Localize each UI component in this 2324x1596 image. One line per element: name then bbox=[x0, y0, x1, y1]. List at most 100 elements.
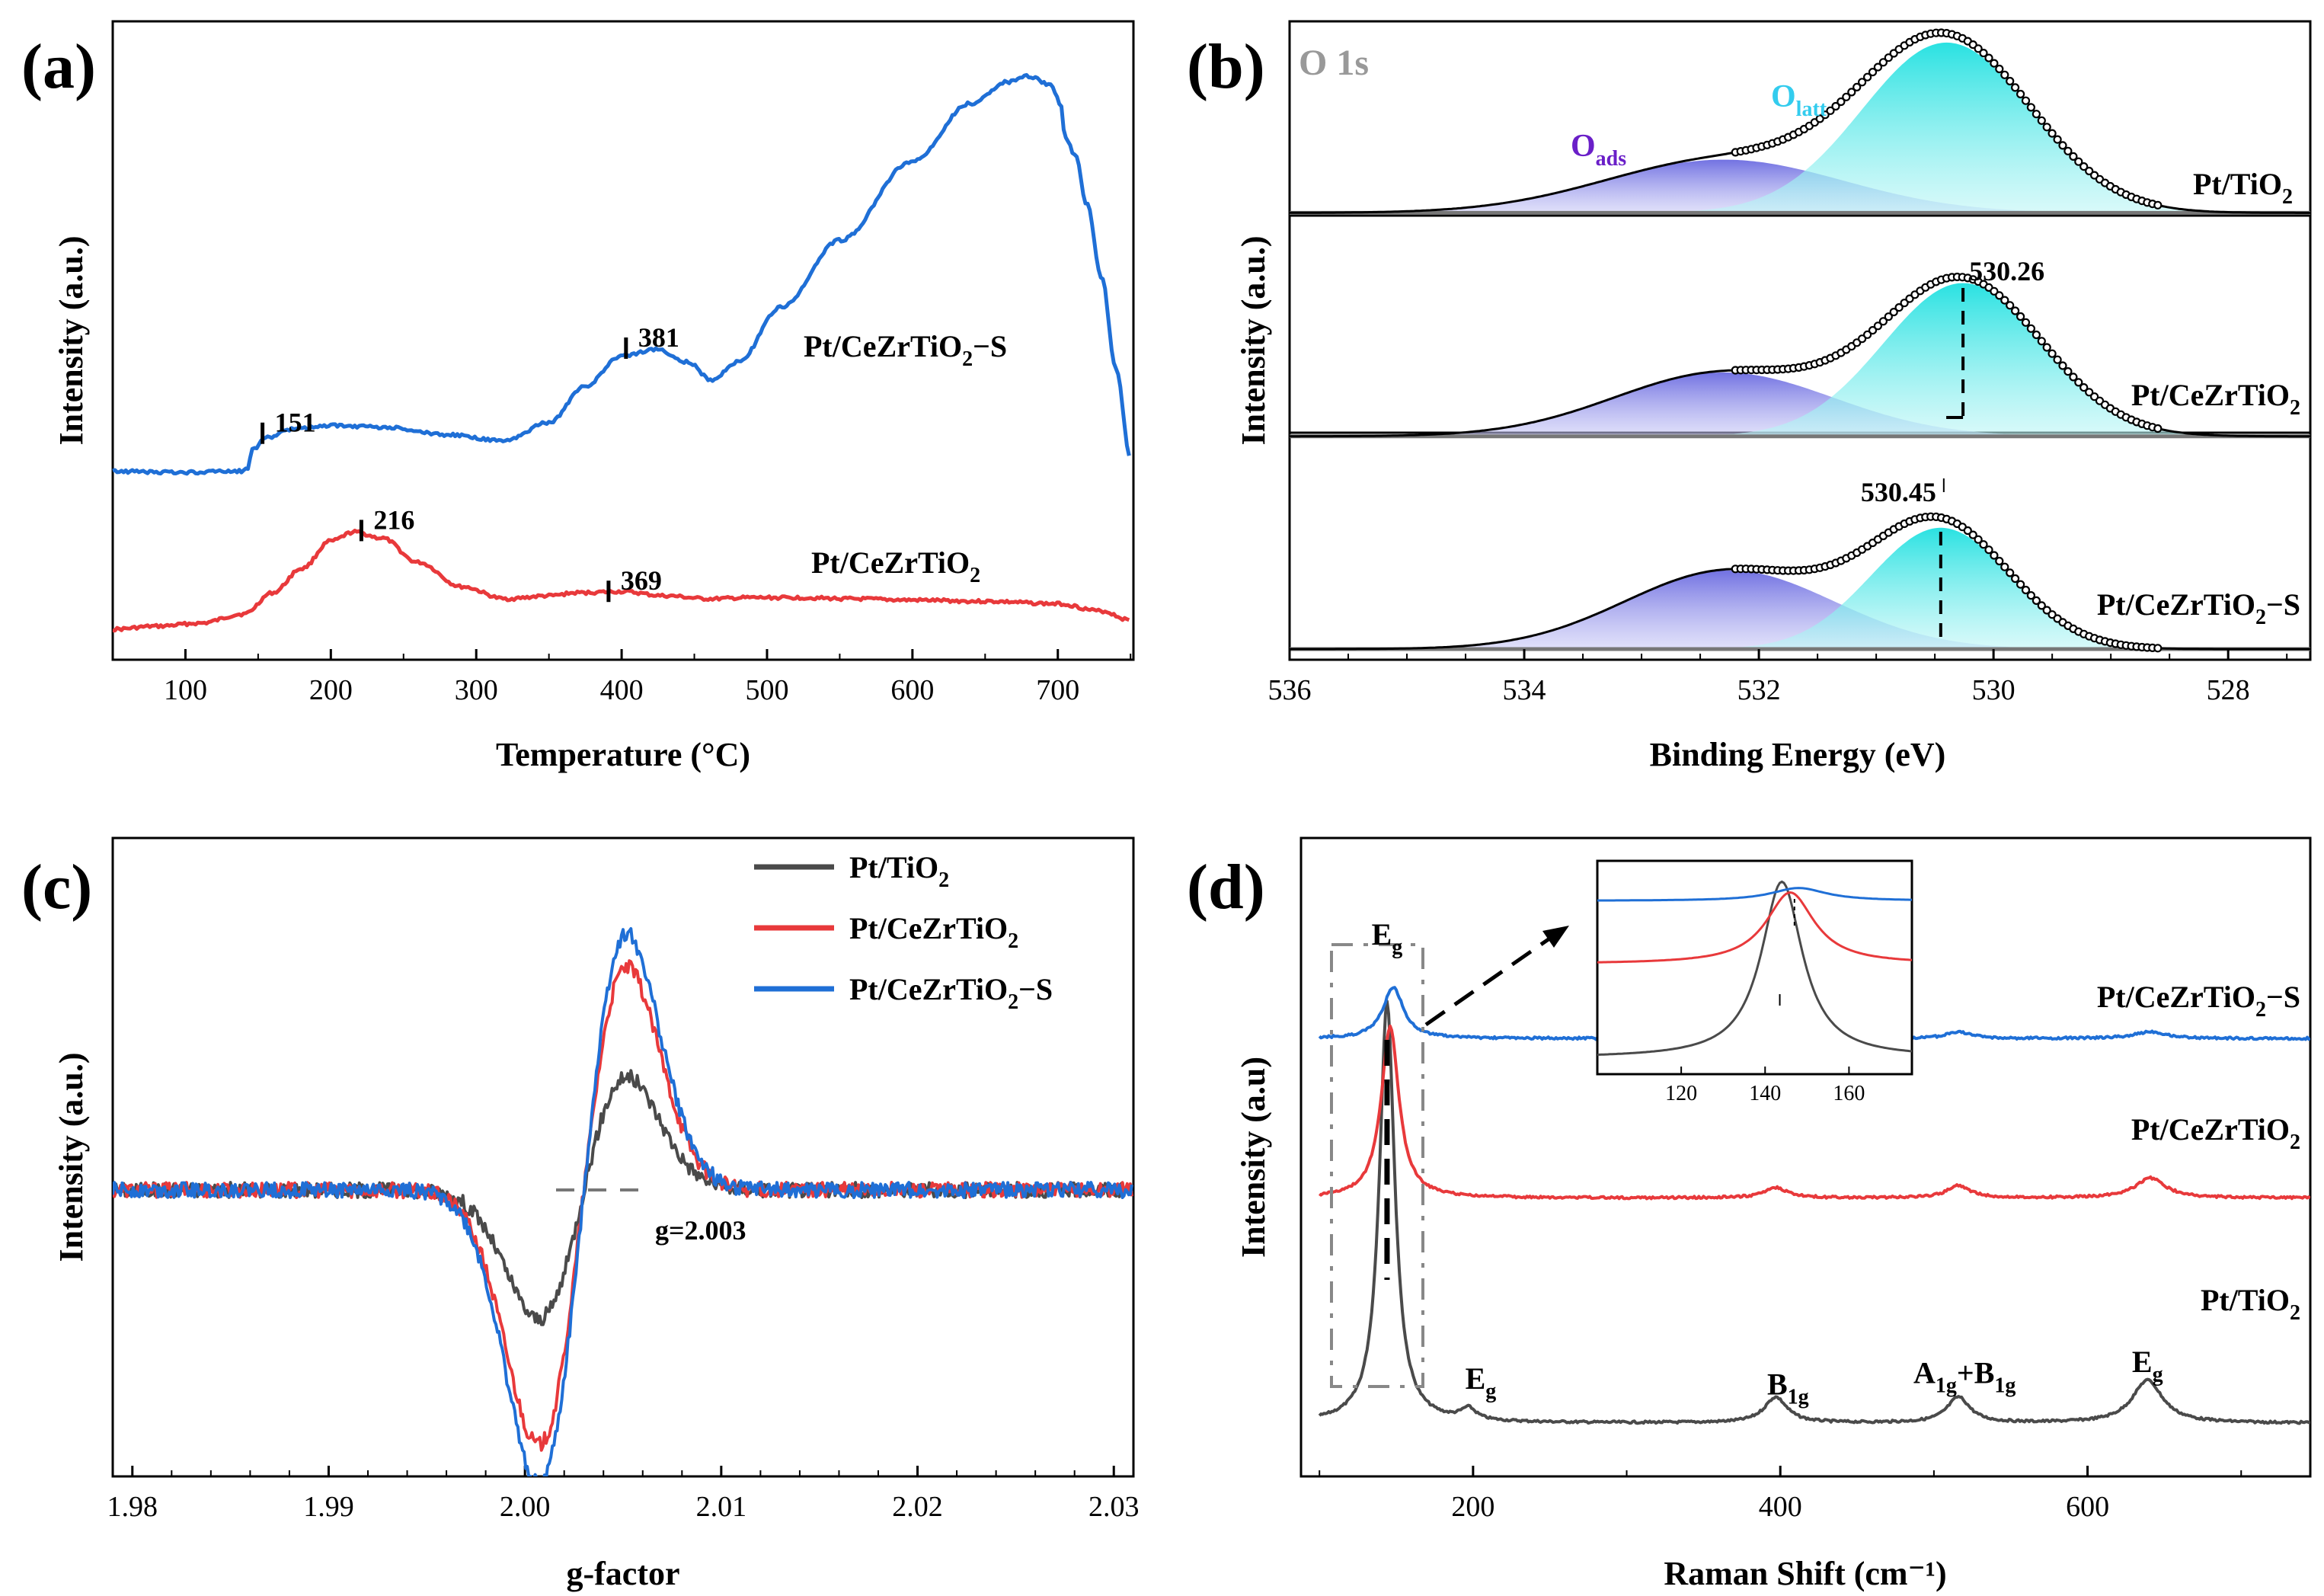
b-data-point bbox=[2047, 129, 2057, 138]
b-data-point bbox=[2011, 306, 2020, 315]
panel-a-series bbox=[112, 72, 1131, 633]
b-data-point bbox=[1884, 53, 1893, 62]
b-olatt-fill-1 bbox=[1290, 283, 2310, 437]
b-data-point bbox=[1979, 540, 1988, 549]
d-peak-label-0: Eg bbox=[1372, 917, 1403, 959]
b-data-point bbox=[1842, 92, 1851, 101]
b-data-point bbox=[2037, 601, 2046, 610]
b-series-label-pt-cezrtio2: Pt/CeZrTiO2 bbox=[2131, 378, 2300, 420]
panel-a-ylabel: Intensity (a.u.) bbox=[53, 235, 90, 445]
b-data-point bbox=[2058, 141, 2067, 150]
b-data-point bbox=[1974, 535, 1983, 544]
olatt-label: Olatt bbox=[1771, 79, 1827, 121]
b-x-tick-label-528: 528 bbox=[2207, 674, 2250, 706]
series-label-sub: 2 bbox=[970, 564, 980, 587]
panel-a-annotations: 151 381 216 369 bbox=[261, 322, 679, 603]
b-data-point bbox=[2153, 644, 2163, 653]
peak-main: E bbox=[1466, 1361, 1486, 1396]
label-sub: 2 bbox=[2290, 1131, 2300, 1154]
c-legend-sub: 2 bbox=[1008, 990, 1018, 1014]
d-series-line-1 bbox=[1319, 1024, 2310, 1201]
inset-series-line-1 bbox=[1597, 891, 1913, 964]
c-series-line-1 bbox=[113, 959, 1133, 1452]
b-data-point bbox=[1990, 59, 1999, 68]
panel-b: (b) 536 534 532 530 528 O 1s Oads Olatt bbox=[1187, 20, 2312, 773]
inset-series-line-0 bbox=[1597, 880, 1913, 1056]
b-data-point bbox=[2000, 562, 2009, 571]
label-main: Pt/TiO bbox=[2193, 167, 2282, 201]
d-x-tick-label-600: 600 bbox=[2066, 1491, 2109, 1523]
panel-b-title: O 1s bbox=[1299, 43, 1369, 83]
b-data-point bbox=[2042, 606, 2051, 615]
b-data-point bbox=[2042, 343, 2051, 352]
c-legend-label-2: Pt/CeZrTiO2−S bbox=[849, 972, 1053, 1014]
c-series-line-0 bbox=[113, 1069, 1133, 1326]
b-data-point bbox=[1878, 317, 1888, 326]
b-data-point bbox=[2037, 337, 2046, 346]
c-legend-tail: −S bbox=[1018, 972, 1053, 1006]
b-data-point bbox=[1863, 72, 1872, 82]
a-x-tick-label-200: 200 bbox=[309, 674, 353, 706]
b-data-point bbox=[1889, 308, 1898, 317]
series-label-pt-cezrtio2: Pt/CeZrTiO2 bbox=[811, 545, 980, 587]
panel-b-ylabel: Intensity (a.u.) bbox=[1235, 235, 1272, 445]
b-data-point bbox=[1900, 299, 1909, 308]
panel-b-label: (b) bbox=[1187, 31, 1265, 102]
oads-main: O bbox=[1571, 129, 1596, 164]
panel-d-frame bbox=[1299, 836, 2312, 1478]
b-data-point bbox=[1873, 321, 1882, 331]
panel-d-ylabel: Intensity (a.u) bbox=[1235, 1057, 1272, 1258]
b-data-point bbox=[1990, 286, 1999, 296]
d-peak-label-4: Eg bbox=[2132, 1345, 2163, 1387]
b-peak-label-530-45: 530.45 bbox=[1861, 477, 1936, 507]
peak-sub: 1g bbox=[1788, 1386, 1809, 1409]
b-data-point bbox=[2090, 392, 2099, 401]
d-series-label-pt-cezrtio2: Pt/CeZrTiO2 bbox=[2131, 1112, 2300, 1154]
b-data-point bbox=[1821, 110, 1830, 120]
b-data-point bbox=[2021, 585, 2031, 595]
a-x-tick-label-700: 700 bbox=[1036, 674, 1079, 706]
label-sub: 2 bbox=[2290, 1301, 2300, 1325]
b-data-point bbox=[2011, 574, 2020, 584]
b-data-point bbox=[1995, 556, 2004, 566]
b-data-point bbox=[2042, 123, 2051, 132]
b-data-point bbox=[2053, 135, 2062, 144]
a-peak-label-1: 381 bbox=[638, 322, 679, 353]
panel-c-ylabel: Intensity (a.u.) bbox=[53, 1052, 90, 1262]
b-data-point bbox=[1847, 88, 1856, 97]
inset-tick-label-140: 140 bbox=[1749, 1082, 1781, 1105]
b-x-tick-label-536: 536 bbox=[1268, 674, 1312, 706]
b-data-point bbox=[2021, 96, 2031, 105]
zoom-region-box bbox=[1330, 943, 1424, 1388]
b-x-tick-label-534: 534 bbox=[1503, 674, 1546, 706]
b-data-point bbox=[1868, 326, 1878, 335]
panel-a-label: (a) bbox=[21, 31, 96, 102]
c-x-tick-label-2.02: 2.02 bbox=[892, 1491, 943, 1523]
b-data-point bbox=[2032, 596, 2041, 606]
b-data-point bbox=[1831, 101, 1840, 111]
a-series-line-0 bbox=[112, 529, 1130, 633]
b-data-point bbox=[1858, 334, 1867, 344]
c-series-line-2 bbox=[113, 927, 1133, 1476]
series-label-main: Pt/CeZrTiO bbox=[811, 545, 970, 580]
panel-c-xlabel: g-factor bbox=[566, 1555, 679, 1592]
peak-main: E bbox=[2132, 1345, 2153, 1379]
olatt-main: O bbox=[1771, 79, 1796, 114]
c-x-tick-label-2.03: 2.03 bbox=[1088, 1491, 1140, 1523]
b-data-point bbox=[2026, 324, 2035, 333]
b-data-point bbox=[2069, 373, 2078, 382]
panel-b-series bbox=[1290, 28, 2310, 653]
b-data-point bbox=[2011, 83, 2020, 92]
b-data-point bbox=[2063, 146, 2073, 155]
b-data-point bbox=[1858, 78, 1867, 87]
panel-b-xticks: 536 534 532 530 528 bbox=[1268, 649, 2288, 706]
inset-series-line-2 bbox=[1597, 887, 1912, 902]
label-sub: 2 bbox=[2290, 396, 2300, 420]
a-x-tick-label-600: 600 bbox=[890, 674, 934, 706]
peak-sub: g bbox=[2153, 1363, 2163, 1387]
label-tail: −S bbox=[2266, 980, 2300, 1014]
panel-c: (c) 1.98 1.99 2.00 2.01 2.02 2.03 g=2.003 Pt/… bbox=[21, 836, 1140, 1592]
zoom-arrowhead bbox=[1542, 926, 1569, 948]
peak-sub2: 1g bbox=[1994, 1374, 2016, 1398]
b-data-point bbox=[1837, 97, 1846, 107]
